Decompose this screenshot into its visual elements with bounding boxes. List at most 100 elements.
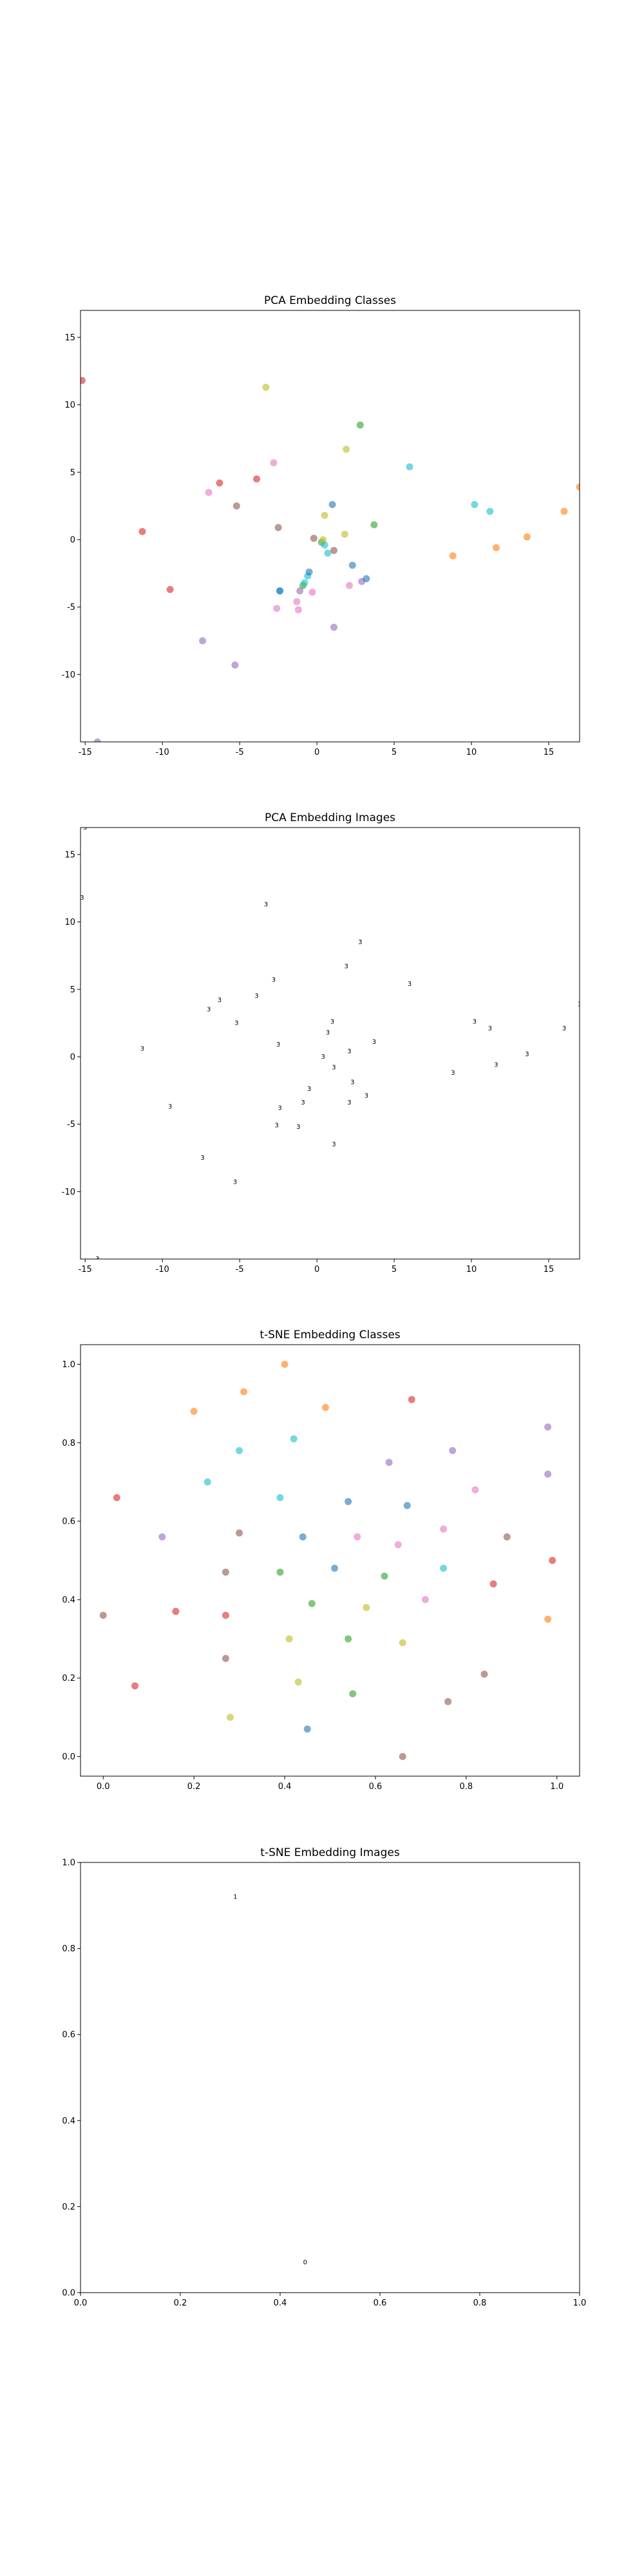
panel-3: t-SNE Embedding Classes 0.0 0.2 0.4 0.6 0.8 1.… <box>62 1329 580 1792</box>
data-point <box>216 479 223 487</box>
data-point <box>276 1494 284 1502</box>
data-point-glyph: 3 <box>365 1093 368 1100</box>
data-point <box>523 533 531 541</box>
data-point-glyph: 3 <box>275 1122 279 1130</box>
data-point <box>303 1725 311 1733</box>
data-point-glyph: 3 <box>296 1124 300 1131</box>
data-point-glyph: 3 <box>525 1051 529 1058</box>
data-point <box>308 589 316 596</box>
data-point-glyph: 3 <box>350 1079 354 1086</box>
data-points: 10 <box>233 1893 307 2266</box>
y-tick-label: 0.6 <box>62 1517 75 1527</box>
x-tick-label: 0.8 <box>473 2298 487 2308</box>
chart-title: PCA Embedding Images <box>265 811 395 824</box>
panel-1: PCA Embedding Classes -15 -10 -5 0 5 10 15 -10 -5… <box>62 294 580 757</box>
data-point <box>449 1446 457 1454</box>
data-point <box>449 552 457 560</box>
x-tick-label: 5 <box>392 748 397 757</box>
data-point <box>440 1525 448 1533</box>
data-point <box>299 1533 307 1540</box>
y-tick-label: 10 <box>64 401 75 410</box>
data-point <box>236 1446 243 1454</box>
y-tick-label: -10 <box>62 670 75 680</box>
data-point-glyph: 3 <box>83 824 87 831</box>
y-tick-label: 0.0 <box>62 2289 75 2298</box>
x-tick-label: 1.0 <box>573 2298 587 2308</box>
y-tick-label: 1.0 <box>62 1360 75 1370</box>
data-point-glyph: 3 <box>332 1141 336 1148</box>
data-point <box>385 1459 393 1466</box>
y-tick-label: 0.6 <box>62 2031 75 2040</box>
data-point-glyph: 3 <box>345 963 348 971</box>
data-point-glyph: 3 <box>200 1155 204 1162</box>
y-tick-label: 0 <box>70 1052 75 1062</box>
plot-frame <box>80 1344 580 1777</box>
data-point-glyph: 3 <box>321 1054 325 1061</box>
data-point <box>331 1564 339 1572</box>
data-point <box>99 1611 107 1619</box>
data-point <box>544 1470 552 1478</box>
y-tick-label: 1.0 <box>62 1859 75 1868</box>
y-tick-label: 0 <box>70 535 75 545</box>
data-point <box>549 1557 556 1564</box>
data-point-glyph: 3 <box>272 977 276 984</box>
data-point-glyph: 3 <box>578 1001 582 1008</box>
data-point <box>345 582 353 589</box>
plot-frame <box>80 1862 580 2293</box>
data-point <box>274 524 282 531</box>
data-point <box>222 1654 229 1662</box>
data-point <box>296 587 304 594</box>
data-point <box>204 1478 211 1486</box>
data-point <box>354 1533 361 1540</box>
data-point <box>253 475 261 483</box>
x-tick-label: 0.2 <box>174 2298 187 2308</box>
data-point <box>348 562 356 569</box>
data-point-glyph: 3 <box>278 1105 281 1112</box>
data-point <box>227 1714 234 1721</box>
chart-title: t-SNE Embedding Classes <box>260 1329 400 1341</box>
data-point <box>294 606 302 614</box>
data-point <box>199 637 207 645</box>
data-point <box>356 421 364 429</box>
data-point-glyph: 3 <box>276 1041 280 1048</box>
x-tick-label: 0.6 <box>369 1782 383 1792</box>
data-point-glyph: 3 <box>234 1020 238 1027</box>
y-tick-label: 0.2 <box>62 1674 75 1683</box>
y-tick-label: 0.8 <box>62 1439 75 1448</box>
data-point <box>370 521 378 529</box>
data-point <box>324 549 332 557</box>
data-point <box>138 527 146 535</box>
data-point <box>343 446 350 453</box>
data-point <box>310 535 317 542</box>
data-point-glyph: 3 <box>330 1019 334 1026</box>
data-point <box>276 587 284 594</box>
data-point <box>406 463 413 471</box>
y-tick-label: -10 <box>62 1188 75 1197</box>
data-point-glyph: 3 <box>254 993 258 1000</box>
data-point-glyph: 3 <box>307 1086 311 1093</box>
data-point <box>80 377 86 384</box>
plot-frame <box>80 827 580 1260</box>
data-point <box>232 502 240 510</box>
data-point <box>560 507 568 515</box>
data-point <box>262 383 270 391</box>
data-points <box>80 377 580 742</box>
data-point <box>399 1639 406 1647</box>
y-tick-label: -5 <box>67 603 75 612</box>
x-tick-label: 15 <box>544 1265 554 1274</box>
x-tick-label: 0.4 <box>274 2298 287 2308</box>
data-point-glyph: 3 <box>326 1029 330 1036</box>
y-tick-label: 15 <box>64 333 75 343</box>
data-point-glyph: 3 <box>233 1179 237 1186</box>
chart-title: PCA Embedding Classes <box>264 294 396 307</box>
x-tick-label: 0 <box>314 748 319 757</box>
x-tick-label: -5 <box>236 1265 244 1274</box>
data-point <box>399 1753 406 1761</box>
data-point <box>471 501 478 508</box>
x-tick-label: 0.0 <box>74 2298 88 2308</box>
data-point <box>301 579 308 587</box>
x-tick-label: 15 <box>544 748 554 757</box>
data-point <box>222 1611 229 1619</box>
